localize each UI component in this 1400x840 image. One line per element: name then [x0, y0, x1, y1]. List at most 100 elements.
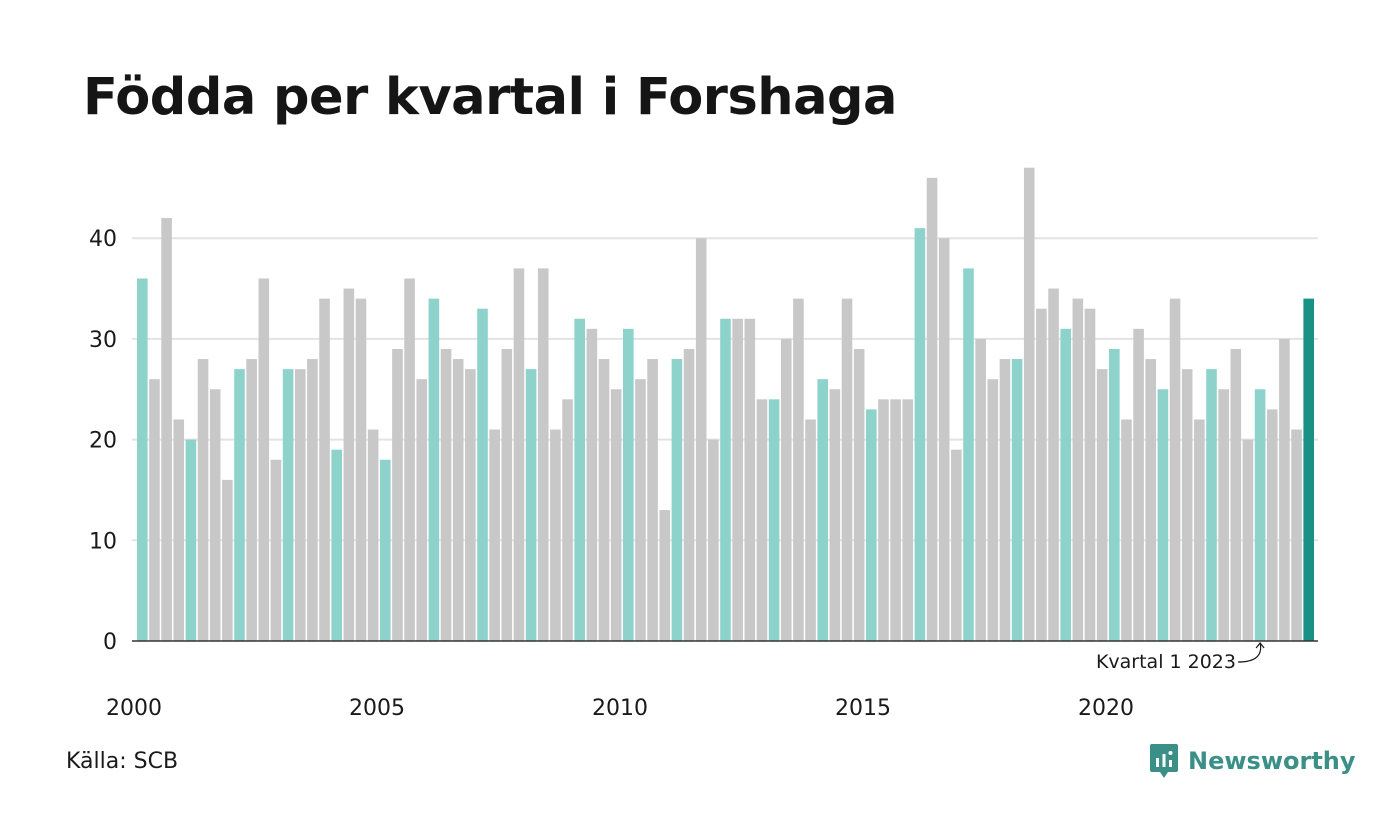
bar: [404, 278, 415, 641]
bar: [878, 399, 889, 641]
bar: [1096, 369, 1108, 641]
bar: [1036, 308, 1047, 641]
bar: [1279, 338, 1290, 641]
bar: [1133, 328, 1144, 641]
bar: [246, 359, 257, 641]
bar: [963, 268, 974, 641]
annotation-label: Kvartal 1 2023: [1096, 651, 1236, 673]
bar: [866, 409, 877, 641]
bar: [829, 389, 841, 641]
bar: [319, 298, 330, 641]
y-tick-label: 40: [89, 227, 117, 252]
bar: [1303, 298, 1314, 641]
bar: [161, 218, 172, 641]
axes: 0 10 20 30 40 2000 2005 2010 2015 2020: [89, 227, 1318, 721]
bar: [683, 348, 695, 641]
bar: [380, 459, 391, 641]
y-tick-label: 30: [89, 328, 117, 353]
bar: [1023, 167, 1035, 641]
bar: [537, 268, 549, 641]
bar: [489, 429, 500, 641]
bar: [282, 369, 294, 641]
bar: [367, 429, 379, 641]
bar: [222, 479, 233, 641]
annotation-arrow: [1237, 642, 1262, 663]
bar: [1109, 348, 1120, 641]
bar: [1266, 409, 1278, 641]
bar: [185, 439, 197, 641]
bar: [1084, 308, 1096, 641]
bar: [1242, 439, 1254, 641]
bar: [999, 359, 1011, 641]
bar: [343, 288, 355, 641]
bar: [294, 369, 306, 641]
bar: [1254, 389, 1266, 641]
bar: [817, 379, 828, 641]
bar: [137, 278, 148, 641]
bar: [1230, 348, 1242, 641]
bar: [708, 439, 719, 641]
bar: [1072, 298, 1084, 641]
bar: [938, 238, 950, 641]
bar: [477, 308, 488, 641]
bar: [1145, 359, 1157, 641]
brand-logo[interactable]: Newsworthy: [1150, 744, 1356, 778]
bar: [623, 328, 634, 641]
bar: [635, 379, 646, 641]
bar: [465, 369, 476, 641]
bar: [550, 429, 561, 641]
bar: [720, 318, 731, 641]
bar: [1194, 419, 1205, 641]
bar: [209, 389, 221, 641]
bar: [258, 278, 270, 641]
bar: [1157, 389, 1169, 641]
bar: [598, 359, 610, 641]
bar: [780, 338, 792, 641]
bar: [1206, 369, 1217, 641]
bar: [1291, 429, 1302, 641]
bar: [1218, 389, 1229, 641]
bar: [732, 318, 743, 641]
bar: [841, 298, 853, 641]
source-label: Källa: SCB: [66, 749, 179, 774]
x-tick-label: 2005: [349, 696, 405, 721]
brand-name: Newsworthy: [1188, 747, 1356, 775]
bar: [416, 379, 428, 641]
bar: [355, 298, 367, 641]
y-tick-label: 10: [89, 529, 117, 554]
bar: [307, 359, 318, 641]
bar: [331, 449, 342, 641]
bar: [695, 238, 707, 641]
x-tick-label: 2020: [1078, 696, 1134, 721]
bar: [793, 298, 804, 641]
bar: [1181, 369, 1193, 641]
bar: [234, 369, 245, 641]
bar: [926, 177, 938, 641]
annotation-arrowhead: [1255, 642, 1265, 649]
newsworthy-logo-icon: [1150, 744, 1178, 778]
annotation: Kvartal 1 2023: [1096, 642, 1265, 673]
bar: [805, 419, 816, 641]
bar: [428, 298, 440, 641]
bar: [987, 379, 999, 641]
bar: [574, 318, 585, 641]
bar: [562, 399, 573, 641]
y-tick-label: 20: [89, 429, 117, 454]
bar: [1060, 328, 1071, 641]
bar: [768, 399, 780, 641]
bar: [586, 328, 598, 641]
bar: [440, 348, 452, 641]
bar: [975, 338, 986, 641]
bar: [1048, 288, 1059, 641]
bar: [513, 268, 525, 641]
bar: [392, 348, 403, 641]
bar: [610, 389, 622, 641]
bar: [890, 399, 901, 641]
bar: [1011, 359, 1023, 641]
x-tick-label: 2000: [106, 696, 162, 721]
bar: [902, 399, 914, 641]
bar: [501, 348, 513, 641]
bar: [914, 228, 926, 641]
bar: [659, 510, 671, 641]
bar: [270, 459, 282, 641]
